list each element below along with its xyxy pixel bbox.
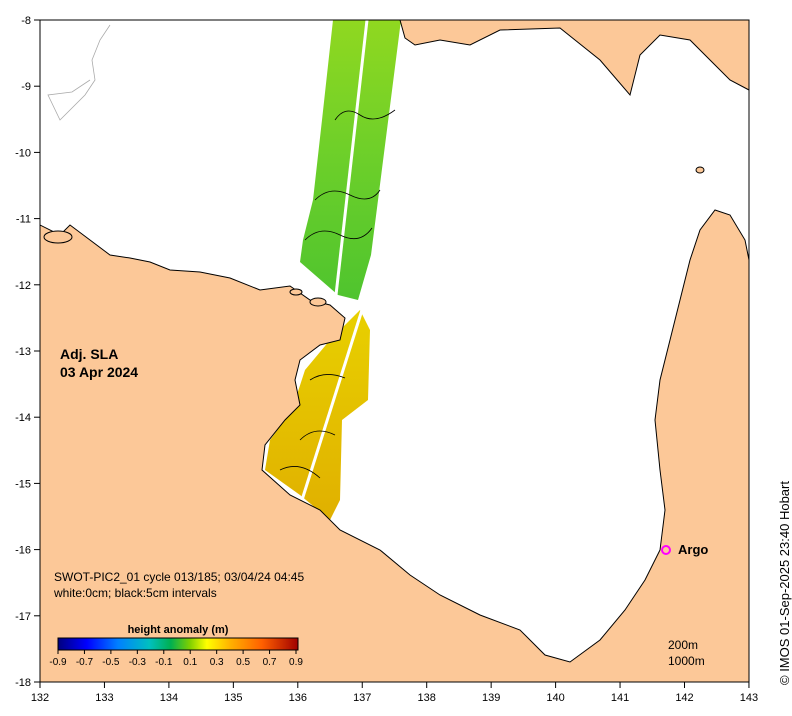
lon-tick-label: 137 bbox=[353, 692, 371, 704]
colorbar-tick-label: 0.5 bbox=[236, 657, 250, 668]
lat-tick-label: -13 bbox=[15, 346, 31, 358]
land-australia bbox=[40, 209, 749, 682]
ssh-contour bbox=[309, 374, 346, 381]
lon-tick-label: 141 bbox=[611, 692, 629, 704]
ssh-contour bbox=[279, 466, 321, 479]
colorbar-tick-label: -0.3 bbox=[129, 657, 147, 668]
depth-contour-legend: 200m 1000m bbox=[668, 637, 705, 669]
swath-info-cycle: SWOT-PIC2_01 cycle 013/185; 03/04/24 04:… bbox=[54, 570, 305, 584]
swot-swath-south bbox=[265, 310, 370, 520]
colorbar-tick-label: -0.7 bbox=[76, 657, 94, 668]
colorbar: height anomaly (m) -0.9 -0.7 -0.5 -0.3 -0.1 0… bbox=[49, 624, 303, 668]
swath-info: SWOT-PIC2_01 cycle 013/185; 03/04/24 04:… bbox=[54, 569, 304, 601]
swath-gap-north bbox=[334, 20, 369, 296]
swath-info-contours: white:0cm; black:5cm intervals bbox=[54, 586, 217, 600]
longitude-axis: 132 133 134 135 136 137 138 139 140 141 142 143 bbox=[31, 682, 758, 704]
land-new-guinea bbox=[399, 20, 749, 97]
title-product: Adj. SLA bbox=[60, 346, 119, 362]
depth-contour-200m: 200m bbox=[668, 638, 699, 652]
lon-tick-label: 143 bbox=[740, 692, 758, 704]
lon-tick-label: 132 bbox=[31, 692, 49, 704]
lon-tick-label: 139 bbox=[482, 692, 500, 704]
colorbar-tick-label: -0.5 bbox=[102, 657, 120, 668]
colorbar-tick-label: 0.1 bbox=[183, 657, 197, 668]
lon-tick-label: 140 bbox=[546, 692, 564, 704]
island bbox=[695, 166, 705, 174]
argo-label: Argo bbox=[678, 542, 709, 557]
latitude-axis: -8 -9 -10 -11 -12 -13 -14 -15 -16 -17 -18 bbox=[15, 15, 40, 689]
bathymetry-contour bbox=[47, 24, 111, 121]
lat-tick-label: -17 bbox=[15, 611, 31, 623]
lat-tick-label: -8 bbox=[21, 15, 31, 27]
lat-tick-label: -15 bbox=[15, 478, 31, 490]
colorbar-ramp bbox=[57, 637, 299, 651]
lon-tick-label: 142 bbox=[675, 692, 693, 704]
island bbox=[309, 297, 327, 307]
lat-tick-label: -12 bbox=[15, 280, 31, 292]
swath-gap-south bbox=[300, 309, 364, 501]
island bbox=[43, 230, 73, 244]
depth-contour-1000m: 1000m bbox=[668, 654, 705, 668]
argo-float-marker[interactable] bbox=[661, 545, 671, 555]
lat-tick-label: -9 bbox=[21, 81, 31, 93]
colorbar-label: height anomaly (m) bbox=[128, 624, 229, 636]
title-date: 03 Apr 2024 bbox=[60, 364, 139, 380]
lon-tick-label: 138 bbox=[418, 692, 436, 704]
lon-tick-label: 134 bbox=[160, 692, 178, 704]
lon-tick-label: 136 bbox=[289, 692, 307, 704]
lat-tick-label: -11 bbox=[16, 214, 31, 226]
imos-credit: © IMOS 01-Sep-2025 23:40 Hobart bbox=[777, 481, 792, 685]
colorbar-tick-label: 0.7 bbox=[263, 657, 277, 668]
ssh-contour bbox=[299, 430, 336, 441]
ssh-contour bbox=[334, 109, 396, 121]
colorbar-tick-label: 0.3 bbox=[210, 657, 224, 668]
lon-tick-label: 133 bbox=[95, 692, 113, 704]
ssh-contour bbox=[304, 227, 373, 241]
lat-tick-label: -10 bbox=[15, 147, 31, 159]
ssh-contour bbox=[314, 189, 381, 201]
colorbar-tick-label: 0.9 bbox=[289, 657, 303, 668]
colorbar-tick-label: -0.9 bbox=[49, 657, 67, 668]
lat-tick-label: -16 bbox=[15, 545, 31, 557]
lat-tick-label: -14 bbox=[15, 412, 31, 424]
colorbar-tick-label: -0.1 bbox=[155, 657, 173, 668]
map-title: Adj. SLA 03 Apr 2024 bbox=[60, 345, 138, 381]
island bbox=[289, 288, 303, 296]
lon-tick-label: 135 bbox=[224, 692, 242, 704]
lat-tick-label: -18 bbox=[15, 677, 31, 689]
